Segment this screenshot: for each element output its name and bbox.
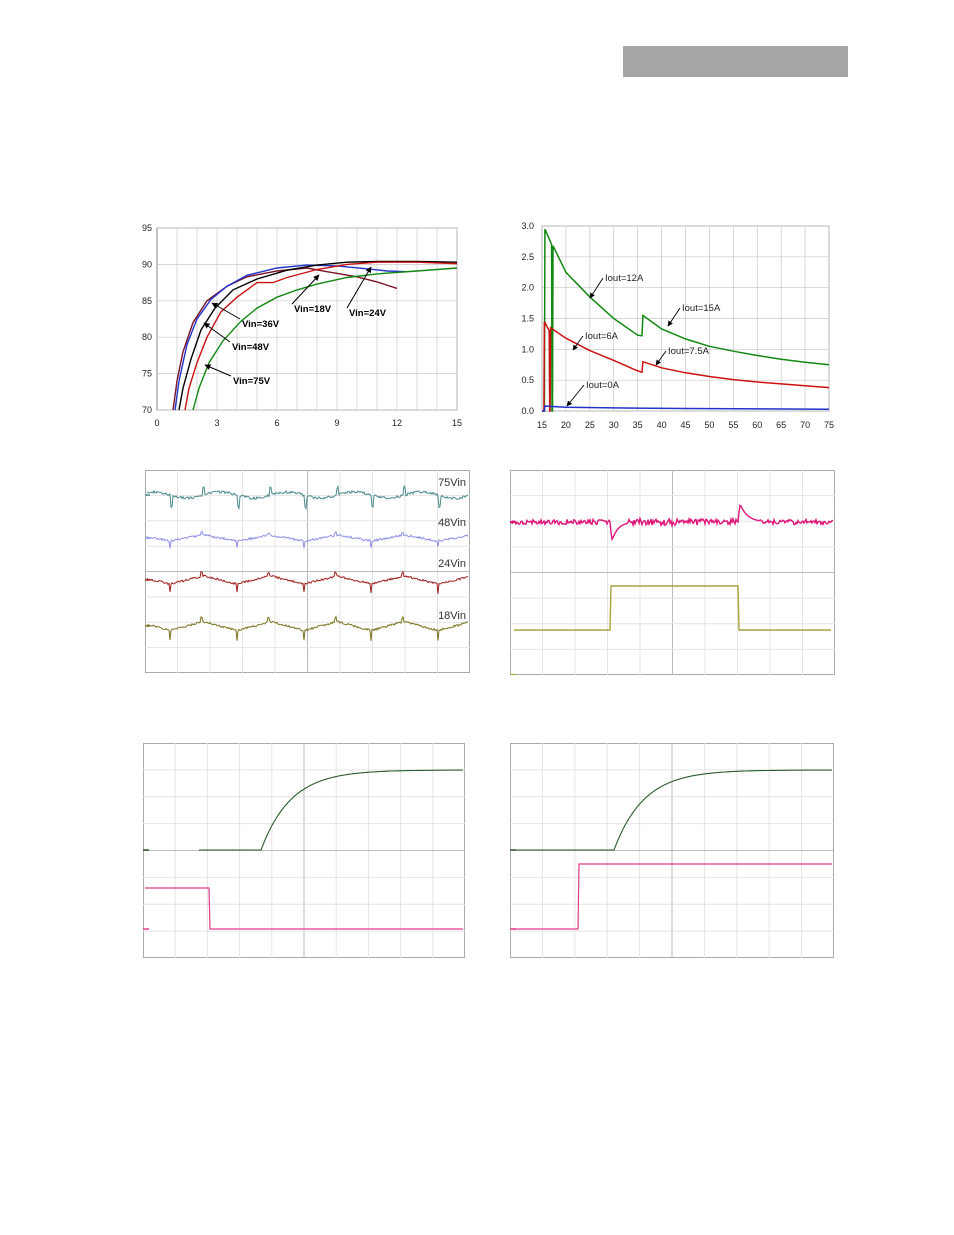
y-tick-label: 80: [142, 332, 152, 342]
ripple-scope: 75Vin 48Vin 24Vin 18Vin: [145, 470, 470, 673]
annotation-label: Vin=18V: [294, 304, 332, 315]
x-tick-label: 12: [392, 418, 402, 428]
x-tick-label: 35: [633, 420, 643, 430]
annotation-label: Vin=48V: [232, 342, 270, 353]
transient-scope: [510, 470, 835, 675]
y-tick-label: 1.5: [521, 314, 534, 324]
channel-label: 75Vin: [438, 477, 466, 489]
y-tick-label: 85: [142, 296, 152, 306]
startup-scope-1: [143, 743, 465, 958]
x-tick-label: 70: [800, 420, 810, 430]
x-tick-label: 15: [452, 418, 462, 428]
x-tick-label: 75: [824, 420, 834, 430]
channel-label: 18Vin: [438, 610, 466, 622]
x-tick-label: 9: [334, 418, 339, 428]
x-tick-label: 50: [704, 420, 714, 430]
dissipation-chart: 15 20 25 30 35 40 45 50 55 60 65 70 75 0.0 0.5 1.0 1.5 2.…: [505, 218, 845, 433]
annotation-label: Iout=12A: [605, 273, 644, 284]
x-tick-label: 3: [214, 418, 219, 428]
y-tick-label: 75: [142, 369, 152, 379]
x-tick-label: 30: [609, 420, 619, 430]
x-tick-label: 0: [154, 418, 159, 428]
channel-label: 48Vin: [438, 517, 466, 529]
y-tick-label: 3.0: [521, 221, 534, 231]
y-tick-label: 0.5: [521, 375, 534, 385]
annotation-label: Vin=24V: [349, 308, 387, 319]
startup-scope-2: [510, 743, 834, 958]
y-tick-label: 2.0: [521, 283, 534, 293]
x-tick-label: 6: [274, 418, 279, 428]
annotation-label: Iout=6A: [585, 331, 619, 342]
x-tick-label: 55: [728, 420, 738, 430]
x-tick-label: 40: [657, 420, 667, 430]
header-bar: [623, 46, 848, 77]
y-tick-label: 95: [142, 223, 152, 233]
annotation-label: Vin=75V: [233, 376, 271, 387]
y-tick-label: 2.5: [521, 252, 534, 262]
x-tick-label: 25: [585, 420, 595, 430]
annotation-label: Iout=7.5A: [668, 346, 710, 357]
x-tick-label: 45: [680, 420, 690, 430]
annotation-label: Vin=36V: [242, 319, 280, 330]
x-tick-label: 60: [752, 420, 762, 430]
annotation-label: Iout=15A: [682, 303, 721, 314]
channel-label: 24Vin: [438, 558, 466, 570]
y-tick-label: 70: [142, 405, 152, 415]
x-tick-label: 65: [776, 420, 786, 430]
y-tick-label: 0.0: [521, 406, 534, 416]
annotation-label: Iout=0A: [586, 380, 620, 391]
x-tick-label: 15: [537, 420, 547, 430]
x-tick-label: 20: [561, 420, 571, 430]
plot-area: [157, 228, 457, 410]
efficiency-chart: 70 75 80 85 90 95 0 3 6 9 12 15 Vin=18V Vin=24V Vin=36…: [130, 220, 470, 435]
y-tick-label: 1.0: [521, 344, 534, 354]
y-tick-label: 90: [142, 259, 152, 269]
